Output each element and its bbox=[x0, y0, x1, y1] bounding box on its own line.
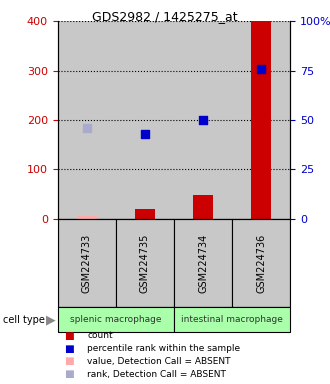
Bar bbox=[58, 307, 174, 332]
Bar bbox=[174, 219, 232, 307]
Text: ■: ■ bbox=[64, 369, 74, 379]
Bar bbox=[135, 209, 155, 219]
Text: ■: ■ bbox=[64, 356, 74, 366]
Text: rank, Detection Call = ABSENT: rank, Detection Call = ABSENT bbox=[87, 369, 226, 379]
Text: GSM224734: GSM224734 bbox=[198, 233, 208, 293]
Bar bbox=[232, 219, 290, 307]
Text: value, Detection Call = ABSENT: value, Detection Call = ABSENT bbox=[87, 357, 231, 366]
Text: ■: ■ bbox=[64, 331, 74, 341]
Text: ▶: ▶ bbox=[46, 313, 56, 326]
Text: ■: ■ bbox=[64, 344, 74, 354]
Bar bbox=[174, 307, 290, 332]
Text: intestinal macrophage: intestinal macrophage bbox=[181, 315, 283, 324]
Bar bbox=[116, 21, 174, 219]
Point bbox=[259, 66, 264, 72]
Bar bbox=[193, 195, 213, 219]
Text: cell type: cell type bbox=[3, 314, 45, 325]
Point bbox=[142, 131, 148, 137]
Text: GSM224736: GSM224736 bbox=[256, 233, 266, 293]
Text: splenic macrophage: splenic macrophage bbox=[70, 315, 162, 324]
Text: GSM224735: GSM224735 bbox=[140, 233, 150, 293]
Point bbox=[201, 117, 206, 123]
Bar bbox=[77, 217, 97, 219]
Bar bbox=[58, 219, 116, 307]
Point bbox=[84, 125, 89, 131]
Bar bbox=[116, 219, 174, 307]
Text: GDS2982 / 1425275_at: GDS2982 / 1425275_at bbox=[92, 10, 238, 23]
Bar bbox=[232, 21, 290, 219]
Text: GSM224733: GSM224733 bbox=[82, 233, 92, 293]
Text: percentile rank within the sample: percentile rank within the sample bbox=[87, 344, 241, 353]
Bar bbox=[174, 21, 232, 219]
Text: count: count bbox=[87, 331, 113, 341]
Bar bbox=[58, 21, 116, 219]
Bar bbox=[251, 21, 272, 219]
